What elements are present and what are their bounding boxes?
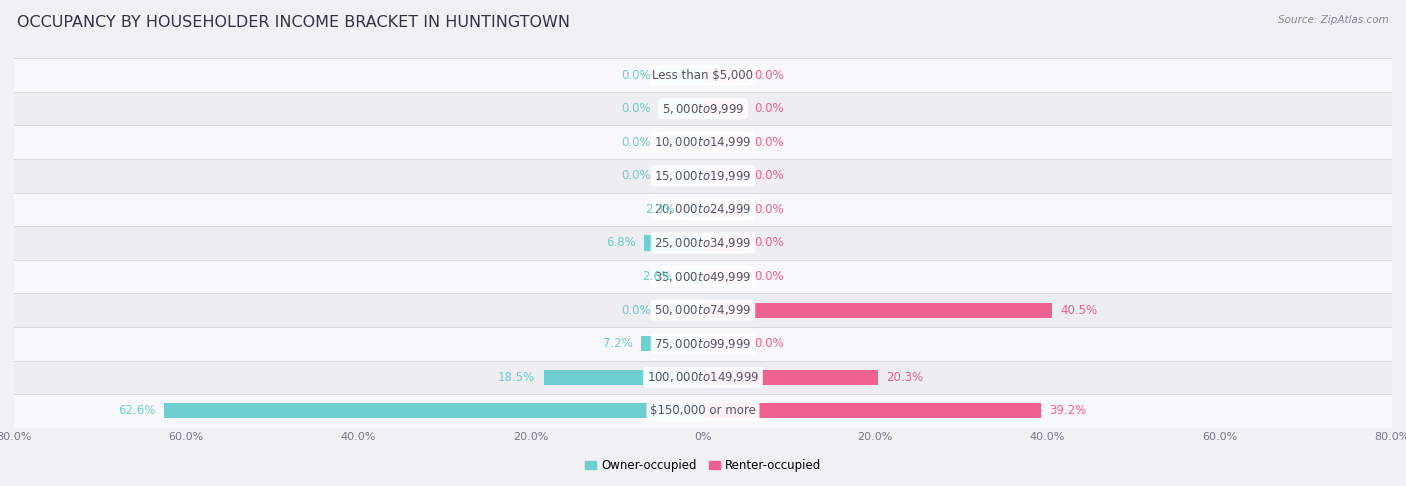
Bar: [703, 403, 1040, 418]
Bar: [683, 202, 703, 217]
Text: 0.0%: 0.0%: [755, 237, 785, 249]
Legend: Owner-occupied, Renter-occupied: Owner-occupied, Renter-occupied: [579, 455, 827, 477]
Text: 40.5%: 40.5%: [1060, 304, 1098, 317]
Bar: [14, 58, 1392, 92]
Bar: [14, 125, 1392, 159]
Text: $150,000 or more: $150,000 or more: [650, 404, 756, 417]
Text: 0.0%: 0.0%: [755, 169, 785, 182]
Text: 0.0%: 0.0%: [755, 102, 785, 115]
Text: $10,000 to $14,999: $10,000 to $14,999: [654, 135, 752, 149]
Bar: [14, 394, 1392, 428]
Bar: [659, 68, 703, 83]
Bar: [659, 303, 703, 318]
Text: 2.6%: 2.6%: [643, 270, 672, 283]
Bar: [641, 336, 703, 351]
Bar: [703, 101, 747, 116]
Text: Less than $5,000: Less than $5,000: [652, 69, 754, 82]
Bar: [703, 202, 747, 217]
Text: $100,000 to $149,999: $100,000 to $149,999: [647, 370, 759, 384]
Bar: [14, 361, 1392, 394]
Text: 62.6%: 62.6%: [118, 404, 155, 417]
Text: 0.0%: 0.0%: [755, 203, 785, 216]
Text: 18.5%: 18.5%: [498, 371, 536, 384]
Bar: [659, 168, 703, 183]
Bar: [703, 336, 747, 351]
Text: 0.0%: 0.0%: [755, 136, 785, 149]
Text: 0.0%: 0.0%: [621, 102, 651, 115]
Bar: [703, 168, 747, 183]
Bar: [14, 159, 1392, 192]
Bar: [165, 403, 703, 418]
Text: 7.2%: 7.2%: [603, 337, 633, 350]
Text: 0.0%: 0.0%: [755, 270, 785, 283]
Bar: [703, 235, 747, 251]
Text: $15,000 to $19,999: $15,000 to $19,999: [654, 169, 752, 183]
Text: $25,000 to $34,999: $25,000 to $34,999: [654, 236, 752, 250]
Bar: [703, 303, 1052, 318]
Bar: [659, 135, 703, 150]
Bar: [544, 370, 703, 385]
Text: 0.0%: 0.0%: [755, 69, 785, 82]
Bar: [14, 92, 1392, 125]
Bar: [14, 327, 1392, 361]
Text: 0.0%: 0.0%: [621, 169, 651, 182]
Bar: [681, 269, 703, 284]
Bar: [703, 68, 747, 83]
Text: 6.8%: 6.8%: [606, 237, 636, 249]
Bar: [14, 260, 1392, 294]
Bar: [644, 235, 703, 251]
Text: $35,000 to $49,999: $35,000 to $49,999: [654, 270, 752, 283]
Text: $20,000 to $24,999: $20,000 to $24,999: [654, 203, 752, 216]
Text: Source: ZipAtlas.com: Source: ZipAtlas.com: [1278, 15, 1389, 25]
Text: 0.0%: 0.0%: [755, 337, 785, 350]
Text: 2.3%: 2.3%: [645, 203, 675, 216]
Text: OCCUPANCY BY HOUSEHOLDER INCOME BRACKET IN HUNTINGTOWN: OCCUPANCY BY HOUSEHOLDER INCOME BRACKET …: [17, 15, 569, 30]
Text: 0.0%: 0.0%: [621, 304, 651, 317]
Text: 39.2%: 39.2%: [1049, 404, 1087, 417]
Bar: [703, 135, 747, 150]
Bar: [14, 226, 1392, 260]
Bar: [14, 294, 1392, 327]
Bar: [703, 269, 747, 284]
Bar: [703, 370, 877, 385]
Text: 20.3%: 20.3%: [886, 371, 924, 384]
Text: $50,000 to $74,999: $50,000 to $74,999: [654, 303, 752, 317]
Bar: [659, 101, 703, 116]
Text: 0.0%: 0.0%: [621, 69, 651, 82]
Text: $5,000 to $9,999: $5,000 to $9,999: [662, 102, 744, 116]
Text: $75,000 to $99,999: $75,000 to $99,999: [654, 337, 752, 351]
Bar: [14, 192, 1392, 226]
Text: 0.0%: 0.0%: [621, 136, 651, 149]
